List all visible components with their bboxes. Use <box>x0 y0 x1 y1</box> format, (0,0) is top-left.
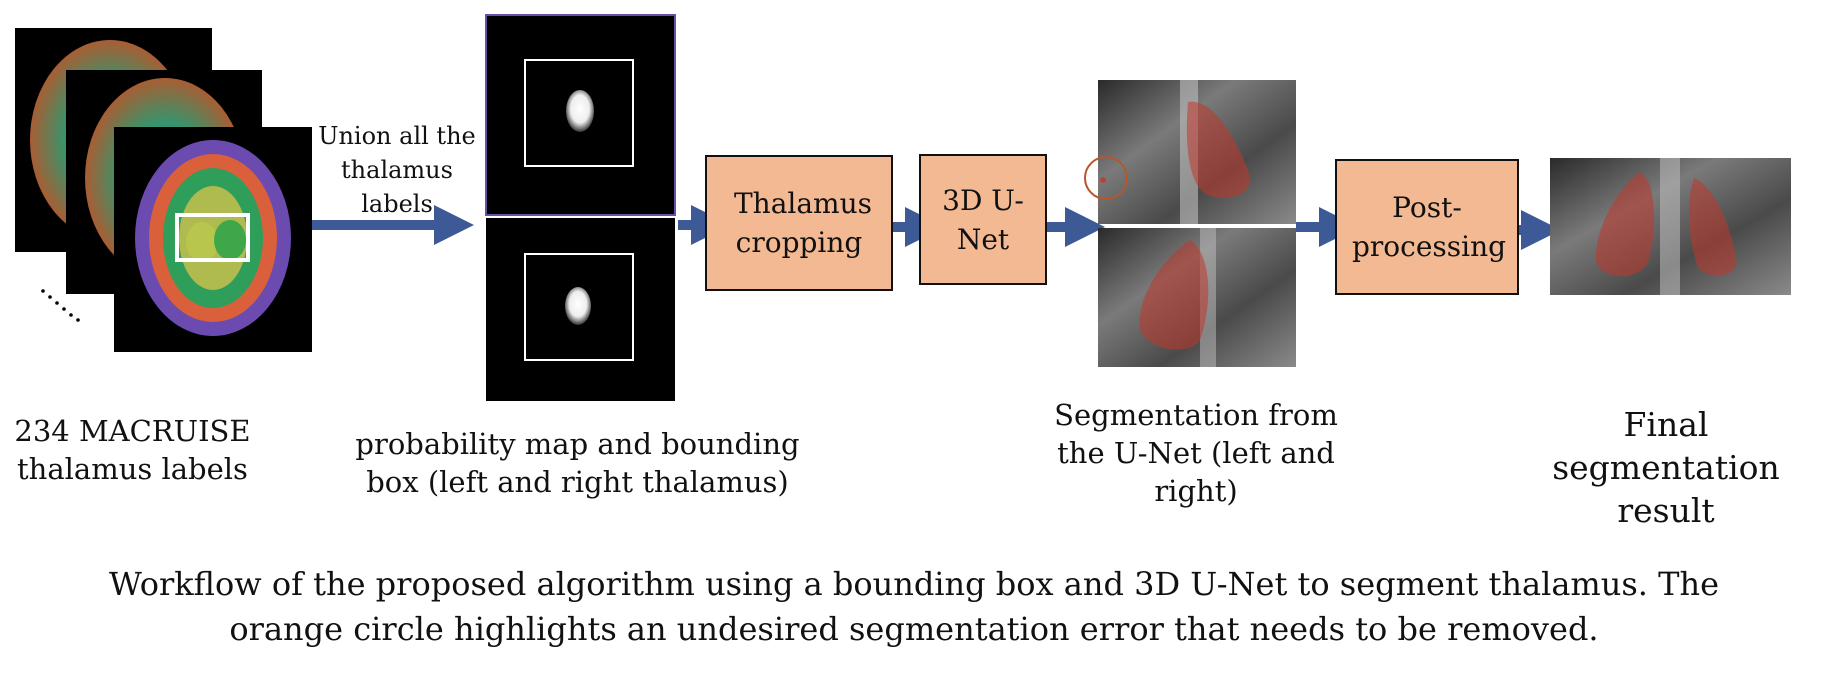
error-circle <box>1084 156 1128 200</box>
macruise-stack <box>15 28 312 352</box>
probability-map-bottom <box>486 218 675 401</box>
stack-ellipsis-dots <box>41 289 80 322</box>
label-slice-front <box>114 127 312 352</box>
thalamus-cropping-box: Thalamus cropping <box>705 155 893 291</box>
figure-caption: Workflow of the proposed algorithm using… <box>108 565 1720 648</box>
probability-map-top <box>485 14 676 216</box>
unet-box: 3D U-Net <box>919 154 1047 285</box>
unet-segmentation-top <box>1084 80 1296 224</box>
unet-text: 3D U-Net <box>942 183 1024 256</box>
macruise-label: 234 MACRUISE thalamus labels <box>14 414 251 486</box>
thalamus-cropping-text: Thalamus cropping <box>734 187 873 259</box>
unet-segmentation-label: Segmentation from the U-Net (left and ri… <box>1054 398 1338 508</box>
union-label: Union all the thalamus labels <box>318 122 476 218</box>
probability-map-label: probability map and bounding box (left a… <box>355 427 800 499</box>
bounding-box-overlay <box>175 213 250 262</box>
postprocessing-box: Post-processing <box>1335 159 1519 295</box>
unet-segmentation-bottom <box>1098 228 1296 367</box>
final-segmentation-image <box>1550 158 1791 295</box>
final-segmentation-label: Final segmentation result <box>1552 405 1780 530</box>
postprocessing-text: Post-processing <box>1352 191 1507 263</box>
